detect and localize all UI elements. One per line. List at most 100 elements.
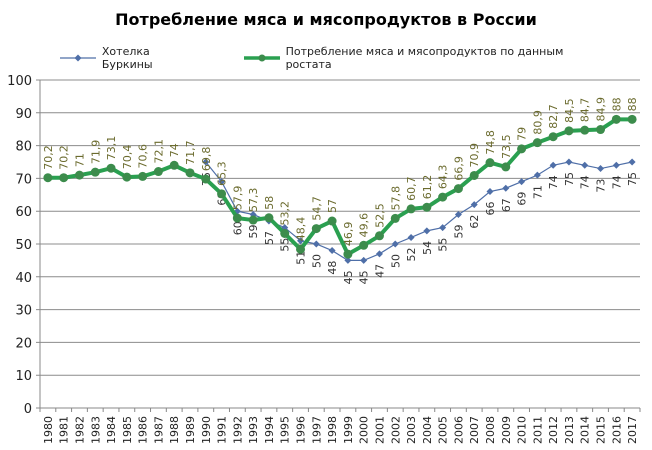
x-tick-label: 1982 [73, 416, 86, 444]
data-point-rosstat [122, 172, 132, 182]
data-label-rosstat: 88 [626, 97, 639, 111]
x-tick-label: 1984 [105, 416, 118, 444]
data-point-rosstat [343, 249, 353, 259]
series-line-rosstat [47, 117, 633, 257]
x-tick-label: 1992 [231, 416, 244, 444]
y-tick-label: 30 [15, 304, 32, 319]
x-tick-label: 1999 [342, 416, 355, 444]
data-point-rosstat [296, 244, 306, 254]
data-point-rosstat [390, 213, 400, 223]
data-point-burkina [454, 210, 462, 218]
x-tick-label: 1993 [247, 416, 260, 444]
data-point-rosstat [201, 174, 211, 184]
x-tick-label: 1980 [42, 416, 55, 444]
data-label-burkina: 50 [310, 254, 323, 268]
data-label-rosstat: 72,1 [152, 139, 165, 164]
data-point-burkina [312, 240, 320, 248]
x-tick-label: 1981 [58, 416, 71, 444]
x-tick-label: 1997 [310, 416, 323, 444]
data-point-rosstat [153, 167, 163, 177]
data-label-rosstat: 70,6 [137, 144, 150, 169]
data-label-rosstat: 46,9 [342, 222, 355, 247]
chart-legend: Хотелка Буркины Потребление мяса и мясоп… [60, 45, 652, 71]
data-label-burkina: 59 [247, 224, 260, 238]
data-point-burkina [297, 237, 305, 245]
data-point-rosstat [564, 126, 574, 136]
data-label-burkina: 75 [626, 172, 639, 186]
data-point-rosstat [548, 132, 558, 142]
data-label-rosstat: 73,5 [500, 134, 513, 158]
data-point-burkina [375, 250, 383, 258]
data-point-rosstat [232, 213, 242, 223]
data-point-burkina [218, 178, 226, 186]
y-tick-label: 80 [15, 140, 32, 155]
data-label-burkina: 55 [279, 238, 292, 252]
data-label-rosstat: 84,7 [579, 98, 592, 123]
data-label-burkina: 74 [610, 175, 623, 189]
y-tick-label: 60 [15, 205, 32, 220]
legend-item-rosstat: Потребление мяса и мясопродуктов по данн… [243, 45, 612, 71]
x-tick-label: 2002 [389, 416, 402, 444]
data-point-rosstat [611, 114, 621, 124]
burkina-line-swatch-icon [60, 54, 96, 62]
x-tick-label: 1988 [168, 416, 181, 444]
data-label-rosstat: 84,9 [595, 97, 608, 122]
data-label-rosstat: 48,4 [295, 217, 308, 242]
y-tick-label: 10 [15, 369, 32, 384]
y-tick-label: 0 [24, 402, 32, 417]
data-point-rosstat [532, 138, 542, 148]
data-point-burkina [486, 188, 494, 196]
x-tick-label: 2004 [421, 416, 434, 444]
y-tick-label: 100 [7, 74, 32, 89]
x-tick-label: 2006 [452, 416, 465, 444]
x-tick-label: 2015 [595, 416, 608, 444]
data-point-burkina [549, 161, 557, 169]
x-tick-label: 1989 [184, 416, 197, 444]
x-tick-label: 1994 [263, 416, 276, 444]
data-point-rosstat [469, 170, 479, 180]
data-point-rosstat [43, 173, 53, 183]
data-label-rosstat: 66,9 [452, 156, 465, 181]
x-tick-label: 2003 [405, 416, 418, 444]
data-label-burkina: 71 [531, 185, 544, 199]
data-label-burkina: 54 [421, 241, 434, 255]
data-label-burkina: 66 [484, 202, 497, 216]
data-label-burkina: 52 [405, 247, 418, 261]
x-tick-label: 2011 [531, 416, 544, 444]
legend-label-rosstat: Потребление мяса и мясопродуктов по данн… [285, 45, 564, 71]
x-tick-label: 1995 [279, 416, 292, 444]
data-point-rosstat [359, 240, 369, 250]
data-point-burkina [533, 171, 541, 179]
data-label-rosstat: 49,6 [358, 213, 371, 238]
data-label-burkina: 59 [452, 224, 465, 238]
x-tick-label: 2007 [468, 416, 481, 444]
data-point-rosstat [217, 189, 227, 199]
data-point-burkina [470, 201, 478, 209]
data-label-rosstat: 70,2 [42, 145, 55, 170]
data-label-burkina: 74 [579, 175, 592, 189]
x-tick-label: 2001 [373, 416, 386, 444]
data-point-rosstat [264, 213, 274, 223]
data-label-burkina: 51 [295, 251, 308, 265]
data-point-rosstat [453, 184, 463, 194]
data-point-rosstat [280, 229, 290, 239]
data-label-rosstat: 54,7 [310, 196, 323, 221]
y-tick-label: 50 [15, 238, 32, 253]
data-label-rosstat: 70,4 [121, 145, 134, 170]
data-point-rosstat [422, 202, 432, 212]
data-point-rosstat [501, 162, 511, 172]
y-tick-label: 40 [15, 271, 32, 286]
data-point-rosstat [74, 170, 84, 180]
data-label-rosstat: 57,3 [247, 188, 260, 213]
data-point-burkina [597, 165, 605, 173]
data-point-burkina [612, 161, 620, 169]
x-tick-label: 2013 [563, 416, 576, 444]
data-point-burkina [407, 233, 415, 241]
data-label-rosstat: 80,9 [531, 110, 544, 135]
data-label-rosstat: 79 [516, 127, 529, 141]
x-tick-label: 2010 [516, 416, 529, 444]
data-label-rosstat: 61,2 [421, 175, 434, 200]
x-tick-label: 1998 [326, 416, 339, 444]
data-label-burkina: 74 [547, 175, 560, 189]
